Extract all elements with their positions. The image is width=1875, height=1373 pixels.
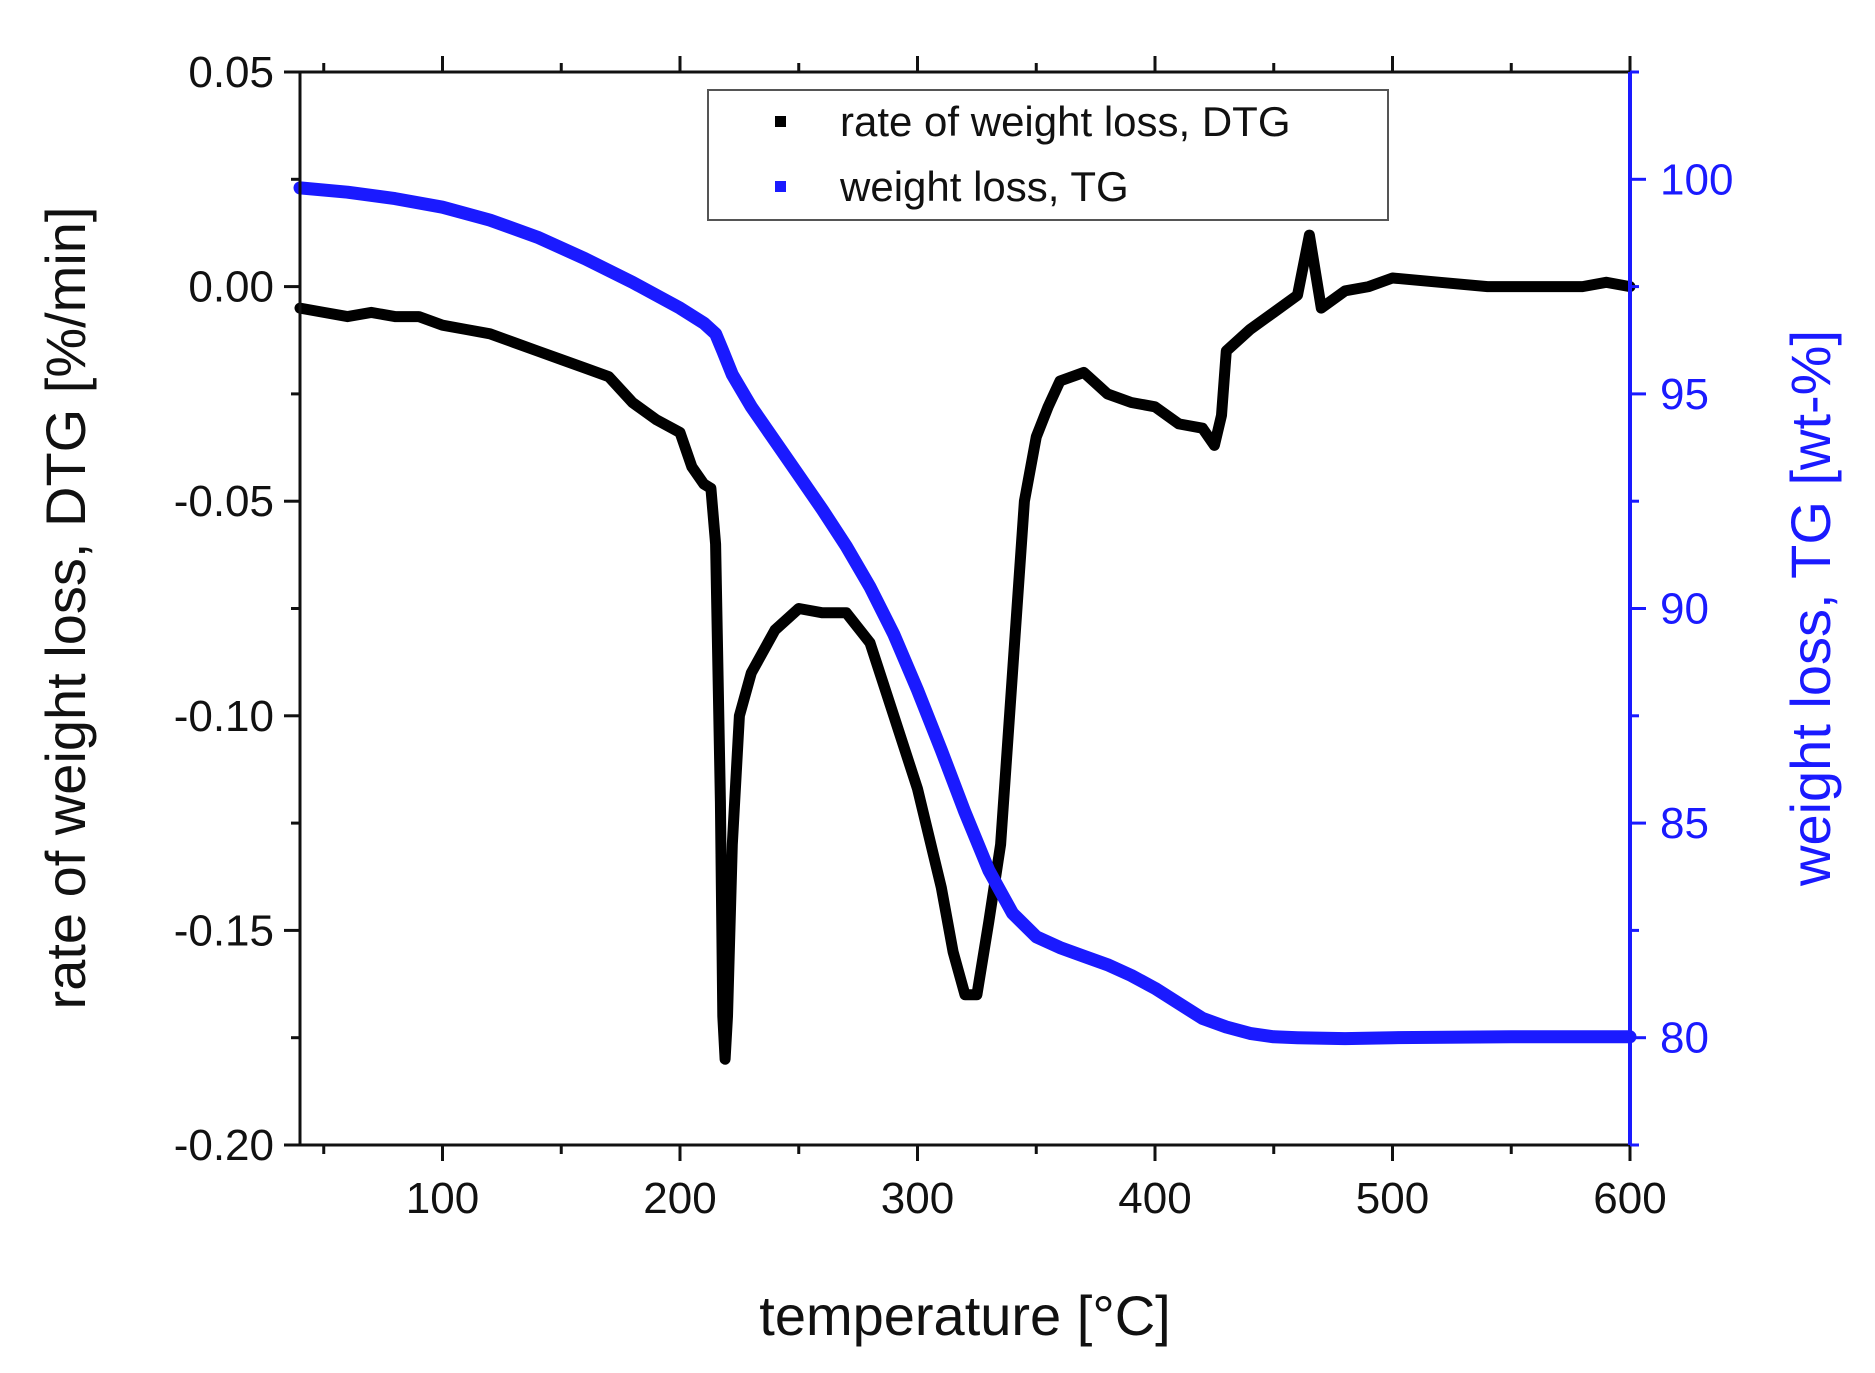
x-tick-label: 200 [643,1174,716,1223]
y-left-tick-label: -0.15 [174,906,274,955]
right-axis-title: weight loss, TG [wt-%] [1779,330,1842,887]
legend: rate of weight loss, DTG weight loss, TG [707,89,1389,221]
y-left-tick-label: -0.20 [174,1121,274,1170]
y-right-tick-label: 95 [1660,370,1709,419]
legend-marker-tg [775,181,786,192]
x-tick-label: 100 [406,1174,479,1223]
tick-labels: 100 200 300 400 500 600 0.05 0.00 -0.05 -0.10 -0.1… [174,48,1734,1223]
plot-series [293,181,1637,1065]
legend-box [707,89,1389,221]
x-tick-label: 300 [881,1174,954,1223]
y-right-tick-label: 85 [1660,799,1709,848]
y-right-tick-label: 90 [1660,585,1709,634]
y-right-tick-label: 80 [1660,1014,1709,1063]
x-axis-title: temperature [°C] [759,1284,1170,1347]
legend-label-dtg: rate of weight loss, DTG [840,98,1291,145]
y-right-tick-label: 100 [1660,155,1733,204]
legend-marker-dtg [775,116,786,127]
y-left-tick-label: 0.05 [188,48,274,97]
series-line-dtg [294,229,1636,1065]
left-axis-title: rate of weight loss, DTG [%/min] [34,207,97,1010]
legend-label-tg: weight loss, TG [839,163,1129,210]
y-left-tick-label: 0.00 [188,263,274,312]
y-left-tick-label: -0.05 [174,477,274,526]
x-tick-label: 500 [1356,1174,1429,1223]
x-tick-label: 400 [1118,1174,1191,1223]
x-tick-label: 600 [1593,1174,1666,1223]
axis-ticks [284,56,1646,1161]
series-line-tg [293,181,1637,1046]
y-left-tick-label: -0.10 [174,692,274,741]
